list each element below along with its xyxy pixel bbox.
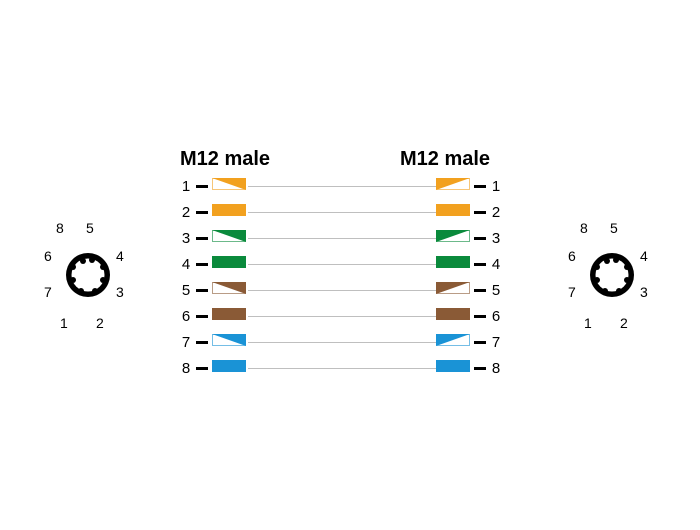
pin-number: 4 bbox=[180, 256, 192, 273]
header-right: M12 male bbox=[400, 148, 490, 171]
pin-number: 1 bbox=[180, 178, 192, 195]
wire-row-right: 7 bbox=[436, 335, 502, 349]
wire-swatch-right bbox=[436, 177, 470, 195]
wire-line bbox=[248, 342, 436, 343]
pin-number: 5 bbox=[490, 282, 502, 299]
pin-dash bbox=[474, 211, 486, 214]
connector-left-icon bbox=[8, 195, 168, 355]
wire-swatch-left bbox=[212, 359, 246, 377]
connector-pin-label: 4 bbox=[116, 248, 124, 264]
wire-line bbox=[248, 368, 436, 369]
pin-number: 7 bbox=[180, 334, 192, 351]
wire-row-left: 3 bbox=[180, 231, 246, 245]
wire-row-right: 6 bbox=[436, 309, 502, 323]
wire-row-left: 7 bbox=[180, 335, 246, 349]
wire-row-left: 8 bbox=[180, 361, 246, 375]
wire-line bbox=[248, 316, 436, 317]
wire-swatch-right bbox=[436, 229, 470, 247]
pin-dash bbox=[474, 289, 486, 292]
wire-swatch-right bbox=[436, 307, 470, 325]
wire-swatch-left bbox=[212, 281, 246, 299]
wire-swatch-left bbox=[212, 255, 246, 273]
wire-row-right: 8 bbox=[436, 361, 502, 375]
pin-dash bbox=[196, 185, 208, 188]
connector-pin-label: 2 bbox=[96, 315, 104, 331]
wire-swatch-left bbox=[212, 307, 246, 325]
wire-swatch-right bbox=[436, 255, 470, 273]
pin-dash bbox=[196, 263, 208, 266]
connector-pin-label: 3 bbox=[640, 284, 648, 300]
wire-swatch-left bbox=[212, 177, 246, 195]
wire-line bbox=[248, 238, 436, 239]
pin-dash bbox=[474, 315, 486, 318]
pin-dash bbox=[196, 211, 208, 214]
pin-dash bbox=[196, 341, 208, 344]
wire-row-left: 6 bbox=[180, 309, 246, 323]
wire-row-right: 1 bbox=[436, 179, 502, 193]
pin-dash bbox=[474, 185, 486, 188]
pin-number: 7 bbox=[490, 334, 502, 351]
header-left: M12 male bbox=[180, 148, 270, 171]
pin-number: 1 bbox=[490, 178, 502, 195]
wire-row-left: 1 bbox=[180, 179, 246, 193]
wire-swatch-left bbox=[212, 333, 246, 351]
connector-pin-label: 5 bbox=[86, 220, 94, 236]
wire-swatch-right bbox=[436, 281, 470, 299]
connector-pin-label: 7 bbox=[568, 284, 576, 300]
pin-dash bbox=[474, 367, 486, 370]
connector-pin-label: 1 bbox=[60, 315, 68, 331]
pin-dash bbox=[196, 237, 208, 240]
pin-number: 5 bbox=[180, 282, 192, 299]
wire-line bbox=[248, 186, 436, 187]
connector-pin-label: 3 bbox=[116, 284, 124, 300]
pin-number: 3 bbox=[490, 230, 502, 247]
wiring-diagram: M12 maleM12 male112233445566778812345678… bbox=[0, 0, 700, 530]
wire-row-right: 2 bbox=[436, 205, 502, 219]
pin-dash bbox=[196, 289, 208, 292]
wire-row-right: 3 bbox=[436, 231, 502, 245]
pin-number: 2 bbox=[490, 204, 502, 221]
wire-swatch-right bbox=[436, 359, 470, 377]
wire-swatch-right bbox=[436, 333, 470, 351]
pin-number: 2 bbox=[180, 204, 192, 221]
wire-swatch-left bbox=[212, 203, 246, 221]
pin-number: 8 bbox=[490, 360, 502, 377]
connector-right-icon bbox=[532, 195, 692, 355]
wire-row-left: 4 bbox=[180, 257, 246, 271]
pin-dash bbox=[474, 237, 486, 240]
wire-row-right: 5 bbox=[436, 283, 502, 297]
wire-swatch-left bbox=[212, 229, 246, 247]
connector-pin-label: 8 bbox=[56, 220, 64, 236]
pin-dash bbox=[196, 367, 208, 370]
wire-line bbox=[248, 290, 436, 291]
pin-number: 6 bbox=[180, 308, 192, 325]
connector-pin-label: 6 bbox=[44, 248, 52, 264]
pin-dash bbox=[196, 315, 208, 318]
wire-row-right: 4 bbox=[436, 257, 502, 271]
pin-number: 6 bbox=[490, 308, 502, 325]
wire-row-left: 2 bbox=[180, 205, 246, 219]
connector-pin-label: 4 bbox=[640, 248, 648, 264]
wire-line bbox=[248, 212, 436, 213]
wire-row-left: 5 bbox=[180, 283, 246, 297]
wire-swatch-right bbox=[436, 203, 470, 221]
pin-number: 3 bbox=[180, 230, 192, 247]
connector-pin-label: 8 bbox=[580, 220, 588, 236]
pin-number: 4 bbox=[490, 256, 502, 273]
connector-pin-label: 6 bbox=[568, 248, 576, 264]
pin-dash bbox=[474, 341, 486, 344]
pin-number: 8 bbox=[180, 360, 192, 377]
connector-pin-label: 7 bbox=[44, 284, 52, 300]
wire-line bbox=[248, 264, 436, 265]
connector-pin-label: 2 bbox=[620, 315, 628, 331]
pin-dash bbox=[474, 263, 486, 266]
connector-pin-label: 5 bbox=[610, 220, 618, 236]
connector-pin-label: 1 bbox=[584, 315, 592, 331]
